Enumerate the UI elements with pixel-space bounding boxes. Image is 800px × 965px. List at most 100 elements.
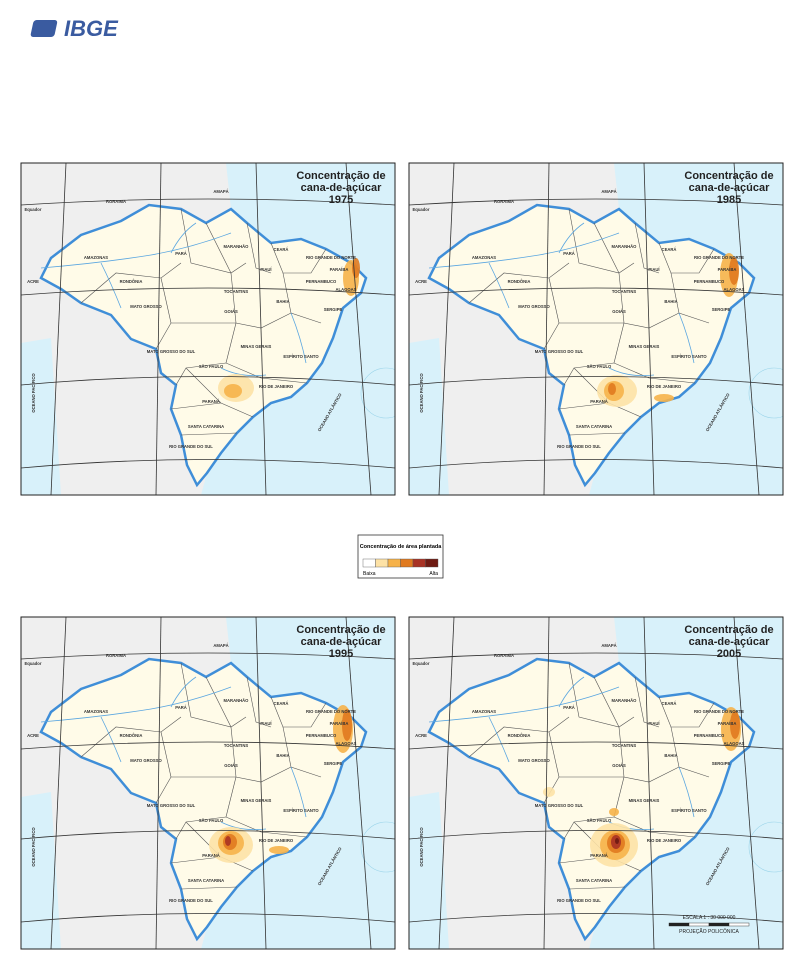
graticule: [21, 287, 395, 296]
map-frame: [408, 162, 784, 496]
graticule: [50, 617, 67, 949]
river: [428, 232, 620, 269]
map-title: Concentração de: [296, 624, 385, 636]
place-label: PIAUÍ: [648, 267, 660, 272]
place-label: RIO DE JANEIRO: [647, 838, 682, 843]
map-title: cana-de-açúcar: [301, 636, 382, 648]
state-border: [246, 222, 272, 274]
ocean: [409, 338, 449, 495]
ocean: [21, 338, 61, 495]
ocean-label: OCEANO PACÍFICO: [31, 373, 36, 413]
graticule: [409, 198, 783, 206]
place-label: AMAPÁ: [601, 643, 616, 648]
ocean-circle: [748, 367, 783, 419]
graticule: [409, 741, 783, 750]
place-label: PERNAMBUCO: [306, 733, 337, 738]
graticule: [733, 163, 760, 495]
state-border: [180, 662, 247, 728]
place-label: AMAZONAS: [84, 709, 108, 714]
graticule: [409, 287, 783, 296]
cane-area: [615, 838, 619, 844]
projection-text: PROJEÇÃO POLICÔNICA: [679, 928, 739, 935]
state-border: [618, 272, 680, 329]
place-label: RIO GRANDE DO NORTE: [306, 255, 356, 260]
cane-area: [608, 383, 616, 395]
graticule: [21, 198, 395, 206]
place-label: RIO DE JANEIRO: [259, 384, 294, 389]
state-border: [170, 402, 222, 410]
place-label: RIO GRANDE DO SUL: [169, 898, 213, 903]
place-label: RIO GRANDE DO NORTE: [694, 255, 744, 260]
legend-swatch: [387, 558, 401, 568]
cane-area: [729, 257, 739, 285]
place-label: TOCANTINS: [224, 289, 249, 294]
place-label: MATO GROSSO: [518, 304, 550, 309]
place-label: AMAZONAS: [84, 255, 108, 260]
river: [428, 686, 620, 723]
state-border: [568, 662, 635, 728]
state-border: [568, 208, 635, 274]
place-label: MARANHÃO: [612, 698, 638, 703]
graticule: [543, 617, 550, 949]
place-label: ALAGOAS: [336, 287, 357, 292]
map-title: cana-de-açúcar: [689, 182, 770, 194]
place-label: ACRE: [415, 279, 427, 284]
scale-bar: [708, 922, 730, 927]
place-label: AMAZONAS: [472, 255, 496, 260]
state-border: [270, 242, 327, 274]
cane-area: [654, 394, 674, 402]
legend-swatch: [375, 558, 389, 568]
legend-swatch: [400, 558, 414, 568]
state-border: [658, 242, 715, 274]
place-label: RIO GRANDE DO SUL: [557, 444, 601, 449]
place-label: SERGIPE: [324, 307, 343, 312]
map-title: Concentração de: [684, 170, 773, 182]
scale-bar: [728, 922, 750, 927]
place-label: SERGIPE: [712, 761, 731, 766]
place-label: ACRE: [27, 279, 39, 284]
map-year: 1995: [329, 648, 353, 660]
place-label: MINAS GERAIS: [629, 798, 660, 803]
ocean-label: OCEANO PACÍFICO: [31, 827, 36, 867]
state-border: [170, 856, 222, 864]
place-label: MATO GROSSO: [130, 758, 162, 763]
place-label: Equador: [413, 661, 430, 666]
graticule: [155, 163, 162, 495]
state-border: [613, 776, 696, 838]
logo: IBGE: [30, 16, 119, 41]
place-label: PIAUÍ: [648, 721, 660, 726]
place-label: BAHIA: [664, 299, 677, 304]
scale-bar: [688, 922, 710, 927]
place-label: SÃO PAULO: [199, 364, 224, 369]
scale-bar: [668, 922, 690, 927]
scale-text: ESCALA 1 : 30 000 000: [683, 915, 736, 921]
cane-area: [730, 711, 740, 739]
place-label: CEARÁ: [274, 701, 289, 706]
map-year: 1985: [717, 194, 741, 206]
place-label: RONDÔNIA: [120, 733, 143, 738]
place-label: SANTA CATARINA: [188, 424, 224, 429]
maps: AMAZONAS PARÁ MARANHÃO CEARÁ RIO GRANDE DO N…: [20, 162, 784, 950]
state-border: [230, 726, 292, 783]
place-label: CEARÁ: [274, 247, 289, 252]
graticule: [733, 617, 760, 949]
place-label: PARÁ: [563, 705, 575, 710]
place-label: MATO GROSSO DO SUL: [147, 349, 196, 354]
place-label: ESPÍRITO SANTO: [283, 354, 319, 359]
state-border: [568, 886, 626, 890]
place-label: RIO GRANDE DO SUL: [169, 444, 213, 449]
place-label: RORAIMA: [494, 199, 514, 204]
graticule: [155, 617, 162, 949]
graticule: [21, 459, 395, 469]
river: [170, 676, 197, 708]
map-body: AMAZONAS PARÁ MARANHÃO CEARÁ RIO GRANDE DO N…: [21, 163, 395, 495]
state-border: [180, 208, 247, 274]
state-border: [230, 272, 292, 329]
river: [100, 716, 122, 763]
place-label: PARÁ: [563, 251, 575, 256]
place-label: ALAGOAS: [336, 741, 357, 746]
graticule: [255, 163, 267, 495]
graticule: [345, 163, 372, 495]
